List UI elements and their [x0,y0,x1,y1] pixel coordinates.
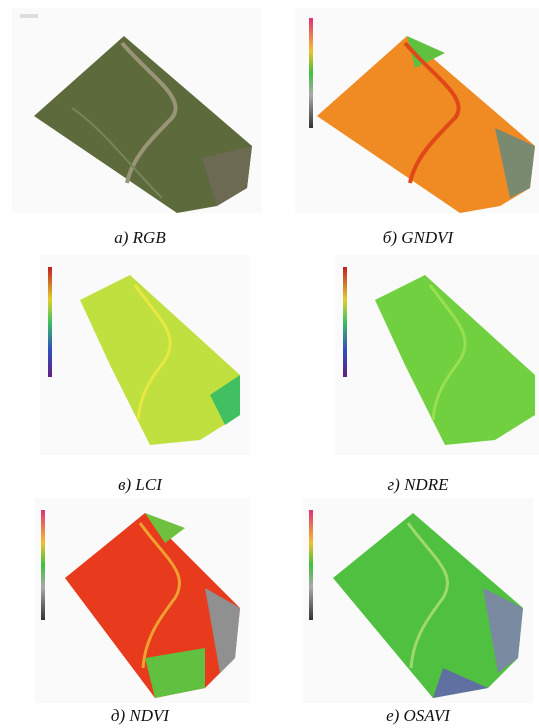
rgb-image [12,8,262,213]
caption: г) NDRE [298,475,538,495]
ndre-image [335,255,539,455]
ndvi-image [35,498,250,703]
caption: е) OSAVI [298,706,538,726]
caption: в) LCI [20,475,260,495]
lci-image [40,255,250,455]
caption: б) GNDVI [298,228,538,248]
figure: а) RGB б) GNDVI в) LCI г) NDRE д) NDVI [0,0,539,728]
osavi-image [303,498,533,703]
caption: д) NDVI [20,706,260,726]
gndvi-image [295,8,539,213]
caption: а) RGB [20,228,260,248]
